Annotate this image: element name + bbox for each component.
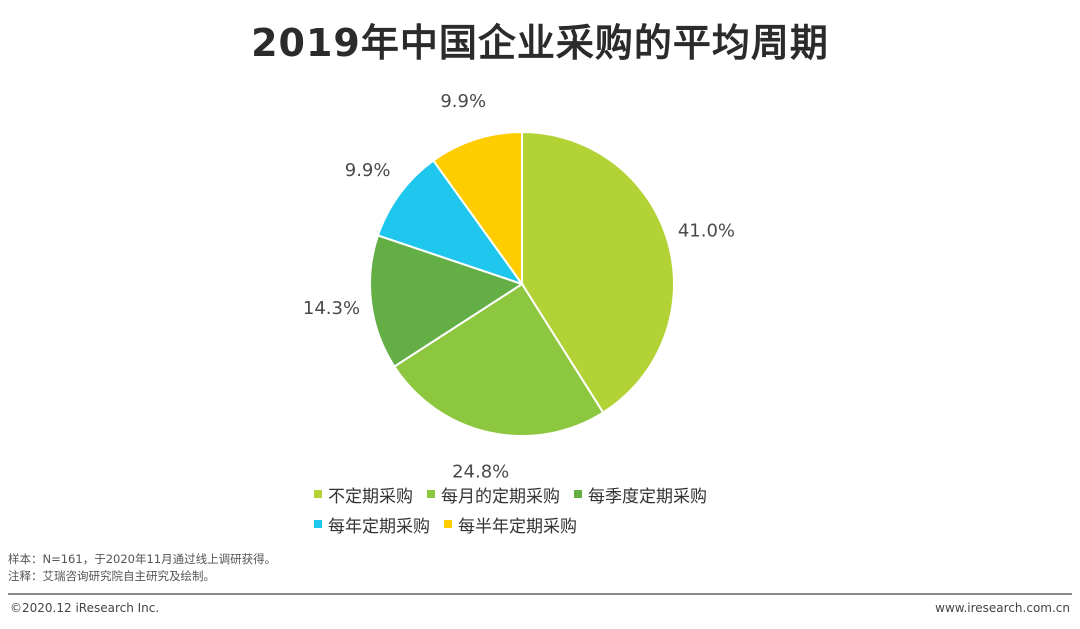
legend-label: 每年定期采购 (328, 516, 430, 537)
legend-label: 每月的定期采购 (441, 486, 560, 507)
chart-title: 2019年中国企业采购的平均周期 (251, 21, 829, 65)
slice-label-irregular: 41.0% (678, 221, 735, 242)
legend-item-yearly: 每年定期采购 (314, 512, 430, 537)
legend-label: 不定期采购 (328, 486, 413, 507)
legend-swatch (314, 490, 322, 498)
legend-item-quarterly: 每季度定期采购 (574, 482, 707, 507)
slice-label-half-yearly: 9.9% (440, 91, 486, 112)
slice-label-quarterly: 14.3% (303, 298, 360, 319)
legend-swatch (444, 520, 452, 528)
legend-swatch (574, 490, 582, 498)
website-link[interactable]: www.iresearch.com.cn (935, 601, 1070, 615)
pie-chart: 41.0% 24.8% 14.3% 9.9% 9.9% (303, 91, 735, 480)
legend-item-irregular: 不定期采购 (314, 482, 413, 507)
legend-item-monthly: 每月的定期采购 (427, 482, 560, 507)
source-note: 注释：艾瑞咨询研究院自主研究及绘制。 (8, 569, 215, 583)
pie-slice-monthly (392, 282, 605, 437)
pie-slice-half-yearly (431, 130, 523, 288)
sample-note: 样本：N=161，于2020年11月通过线上调研获得。 (8, 552, 277, 566)
copyright-text: ©2020.12 iResearch Inc. (10, 601, 160, 615)
footer-divider (8, 593, 1072, 595)
pie-slice-yearly (376, 159, 525, 286)
legend-label: 每季度定期采购 (588, 486, 707, 507)
slice-label-yearly: 9.9% (345, 160, 391, 181)
legend-item-half-yearly: 每半年定期采购 (444, 512, 577, 537)
legend: 不定期采购 每月的定期采购 每季度定期采购 每年定期采购 每半年定期采购 (314, 482, 774, 537)
slice-label-monthly: 24.8% (452, 461, 509, 480)
legend-label: 每半年定期采购 (458, 516, 577, 537)
legend-swatch (314, 520, 322, 528)
pie-slice-quarterly (369, 234, 525, 368)
legend-swatch (427, 490, 435, 498)
